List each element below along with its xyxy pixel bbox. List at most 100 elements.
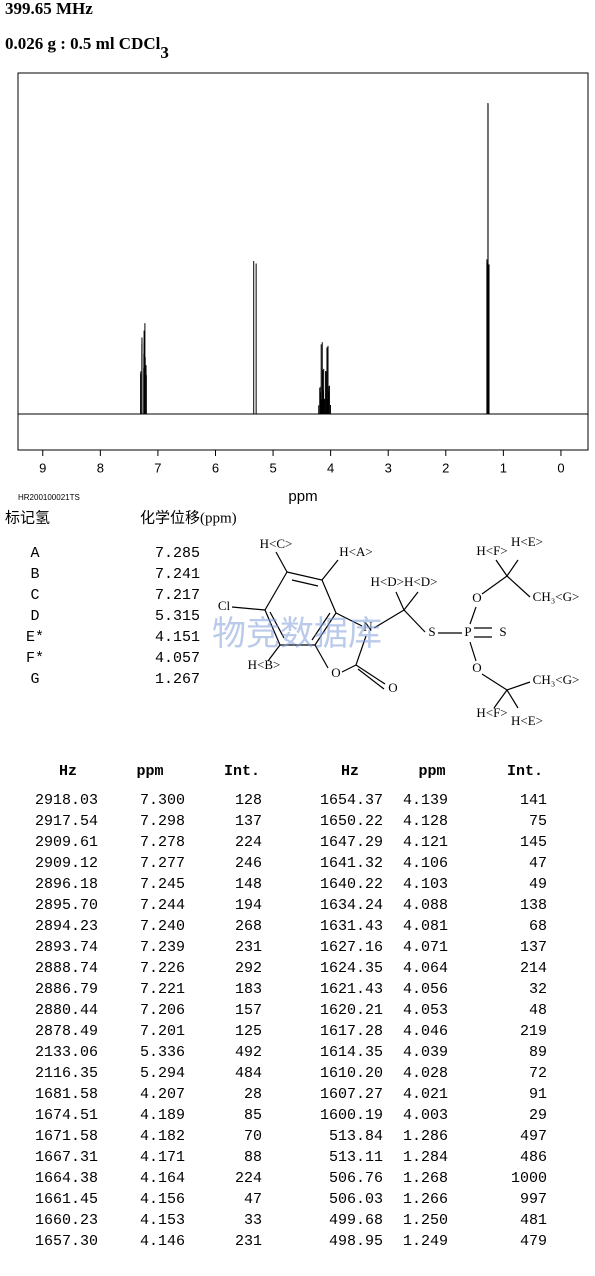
- table-intensity: 138: [520, 897, 547, 914]
- table-header: Int.: [507, 763, 543, 780]
- table-ppm: 4.088: [403, 897, 448, 914]
- sample-subscript: 3: [160, 43, 169, 62]
- table-intensity: 231: [235, 1233, 262, 1250]
- x-tick-label: 2: [442, 460, 449, 475]
- table-intensity: 246: [235, 855, 262, 872]
- table-intensity: 49: [529, 876, 547, 893]
- proton-label: D: [30, 608, 39, 625]
- proton-label: A: [30, 545, 39, 562]
- sample: 0.026 g : 0.5 ml CDCl3: [5, 34, 169, 62]
- table-ppm: 7.240: [140, 918, 185, 935]
- table-hz: 1610.20: [320, 1065, 383, 1082]
- atom-label: CH₃<G>: [533, 589, 580, 604]
- x-tick-label: 9: [39, 460, 46, 475]
- table-intensity: 224: [235, 1170, 262, 1187]
- table-hz: 499.68: [329, 1212, 383, 1229]
- table-ppm: 4.053: [403, 1002, 448, 1019]
- table-ppm: 4.028: [403, 1065, 448, 1082]
- table-hz: 2909.12: [35, 855, 98, 872]
- atom-label: H<C>: [260, 536, 293, 551]
- chemical-shift: 4.151: [155, 629, 200, 646]
- table-intensity: 88: [244, 1149, 262, 1166]
- table-hz: 1600.19: [320, 1107, 383, 1124]
- atom-label: O: [331, 665, 340, 680]
- table-hz: 1640.22: [320, 876, 383, 893]
- x-tick-label: 8: [97, 460, 104, 475]
- table-intensity: 479: [520, 1233, 547, 1250]
- table-hz: 1614.35: [320, 1044, 383, 1061]
- table-intensity: 145: [520, 834, 547, 851]
- table-ppm: 1.286: [403, 1128, 448, 1145]
- table-intensity: 194: [235, 897, 262, 914]
- table-ppm: 7.221: [140, 981, 185, 998]
- x-tick-label: 5: [269, 460, 276, 475]
- table-intensity: 29: [529, 1107, 547, 1124]
- table-intensity: 224: [235, 834, 262, 851]
- table-intensity: 231: [235, 939, 262, 956]
- table-intensity: 141: [520, 792, 547, 809]
- chemical-shift: 4.057: [155, 650, 200, 667]
- atom-label: N: [363, 619, 373, 634]
- table-intensity: 481: [520, 1212, 547, 1229]
- table-ppm: 1.268: [403, 1170, 448, 1187]
- table-header: ppm: [418, 763, 445, 780]
- table-ppm: 5.336: [140, 1044, 185, 1061]
- table-hz: 2888.74: [35, 960, 98, 977]
- table-ppm: 7.206: [140, 1002, 185, 1019]
- atom-label: O: [472, 590, 481, 605]
- table-ppm: 1.266: [403, 1191, 448, 1208]
- table-intensity: 497: [520, 1128, 547, 1145]
- table-ppm: 1.250: [403, 1212, 448, 1229]
- table-intensity: 1000: [511, 1170, 547, 1187]
- table-intensity: 219: [520, 1023, 547, 1040]
- atom-label: H<B>: [248, 657, 281, 672]
- table-ppm: 4.103: [403, 876, 448, 893]
- x-tick-label: 7: [154, 460, 161, 475]
- table-hz: 1631.43: [320, 918, 383, 935]
- table-intensity: 148: [235, 876, 262, 893]
- table-ppm: 4.081: [403, 918, 448, 935]
- sample-text: 0.026 g : 0.5 ml CDCl: [5, 34, 161, 53]
- table-intensity: 70: [244, 1128, 262, 1145]
- table-header: ppm: [136, 763, 163, 780]
- table-ppm: 7.245: [140, 876, 185, 893]
- chemical-shift: 7.285: [155, 545, 200, 562]
- table-hz: 1647.29: [320, 834, 383, 851]
- table-intensity: 32: [529, 981, 547, 998]
- table-intensity: 75: [529, 813, 547, 830]
- table-hz: 2917.54: [35, 813, 98, 830]
- table-hz: 2894.23: [35, 918, 98, 935]
- table-hz: 2909.61: [35, 834, 98, 851]
- table-ppm: 1.284: [403, 1149, 448, 1166]
- table-ppm: 7.226: [140, 960, 185, 977]
- table-ppm: 4.139: [403, 792, 448, 809]
- table-hz: 1671.58: [35, 1128, 98, 1145]
- table-hz: 1667.31: [35, 1149, 98, 1166]
- x-tick-label: 0: [557, 460, 564, 475]
- table-hz: 1657.30: [35, 1233, 98, 1250]
- atom-label: CH₃<G>: [533, 672, 580, 687]
- table-hz: 2880.44: [35, 1002, 98, 1019]
- table-hz: 506.76: [329, 1170, 383, 1187]
- table-intensity: 492: [235, 1044, 262, 1061]
- proton-label: E*: [26, 629, 44, 646]
- atom-label: H<E>: [511, 713, 543, 728]
- proton-label: G: [30, 671, 39, 688]
- assignment-header: 标记氢: [5, 509, 50, 526]
- table-intensity: 47: [244, 1191, 262, 1208]
- atom-label: O: [472, 660, 481, 675]
- proton-label: C: [30, 587, 39, 604]
- atom-label: S: [428, 624, 435, 639]
- table-ppm: 4.106: [403, 855, 448, 872]
- table-ppm: 7.201: [140, 1023, 185, 1040]
- assignment-header: 化学位移(ppm): [140, 509, 237, 526]
- atom-label: O: [388, 680, 397, 695]
- table-ppm: 4.156: [140, 1191, 185, 1208]
- atom-label: H<F>: [476, 543, 507, 558]
- bonds: [231, 551, 531, 709]
- table-intensity: 214: [520, 960, 547, 977]
- table-intensity: 85: [244, 1107, 262, 1124]
- table-header: Hz: [59, 763, 77, 780]
